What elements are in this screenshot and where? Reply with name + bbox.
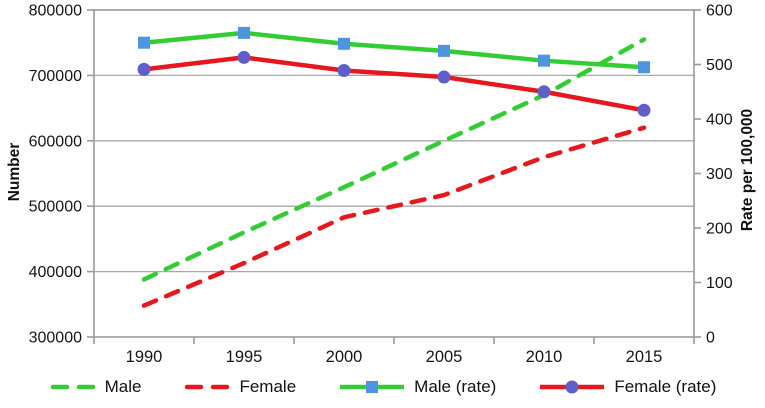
x-tick-label: 1995: [226, 348, 263, 366]
left-tick-label: 500000: [29, 199, 82, 216]
right-tick-label: 600: [706, 3, 733, 20]
right-tick-label: 200: [706, 221, 733, 238]
right-tick-label: 100: [706, 275, 733, 292]
data-point-circle: [137, 62, 151, 76]
x-tick-label: 2015: [626, 348, 663, 366]
legend-item-male-rate: Male (rate): [338, 377, 496, 397]
data-point-square: [638, 61, 650, 74]
series-female-rate-: [137, 50, 651, 117]
right-axis-title: Rate per 100,000: [739, 108, 756, 232]
x-tick-label: 2000: [326, 348, 363, 366]
plot-frame: [93, 9, 695, 338]
female-dashed-line-icon: [185, 384, 230, 390]
left-tick-label: 300000: [29, 330, 82, 347]
left-axis-ticks: 300000 400000 500000 600000 700000 800000: [29, 3, 94, 347]
legend-label-male: Male: [104, 377, 142, 396]
male-dashed-line-icon: [50, 384, 95, 390]
legend-item-female: Female: [183, 377, 296, 397]
series-female: [141, 125, 647, 308]
female-rate-line-circle-icon: [540, 380, 605, 394]
series-male: [141, 37, 647, 282]
legend-label-female-rate: Female (rate): [614, 377, 717, 396]
data-point-square: [138, 36, 150, 49]
data-point-circle: [537, 85, 551, 99]
legend-label-female: Female: [239, 377, 297, 396]
data-point-square: [438, 44, 450, 57]
x-axis-ticks: 1990 1995 2000 2005 2010 2015: [93, 337, 695, 366]
data-point-circle: [437, 70, 451, 84]
right-axis-ticks: 0 100 200 300 400 500 600: [694, 3, 733, 347]
right-tick-label: 500: [706, 57, 733, 74]
left-tick-label: 800000: [29, 3, 82, 20]
x-tick-label: 1990: [126, 348, 163, 366]
legend-item-female-rate: Female (rate): [538, 377, 716, 397]
legend-label-male-rate: Male (rate): [414, 377, 497, 396]
data-point-circle: [637, 103, 651, 117]
data-point-circle: [337, 63, 351, 77]
left-tick-label: 700000: [29, 68, 82, 85]
data-point-square: [538, 54, 550, 67]
data-point-circle: [237, 50, 251, 64]
left-axis-title: Number: [6, 142, 23, 202]
male-rate-line-square-icon: [340, 381, 405, 393]
right-tick-label: 0: [706, 330, 715, 347]
right-tick-label: 300: [706, 166, 733, 183]
left-tick-label: 400000: [29, 264, 82, 281]
chart-legend: Male Female Male (rate) Female (rate): [0, 370, 765, 404]
data-point-square: [238, 26, 250, 39]
legend-item-male: Male: [49, 377, 142, 397]
data-point-square: [338, 37, 350, 50]
x-tick-label: 2005: [426, 348, 463, 366]
left-tick-label: 600000: [29, 133, 82, 150]
series-male-rate-: [138, 26, 650, 74]
chart-canvas: 300000 400000 500000 600000 700000 800000 0 100…: [29, 3, 733, 367]
right-tick-label: 400: [706, 112, 733, 129]
x-tick-label: 2010: [526, 348, 563, 366]
